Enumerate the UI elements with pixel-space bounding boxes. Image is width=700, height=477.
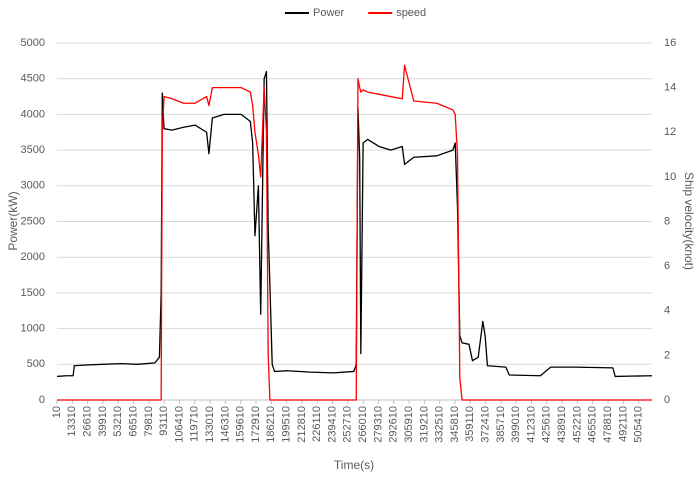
y2-tick-label: 12	[664, 126, 676, 138]
x-tick-label: 159610	[235, 406, 247, 443]
y-tick-label: 2000	[21, 251, 45, 263]
x-tick-label: 252710	[342, 406, 354, 443]
series-line	[56, 70, 653, 378]
x-tick-label: 39910	[97, 406, 109, 437]
x-tick-label: 505410	[633, 406, 645, 443]
x-tick-label: 172910	[250, 406, 262, 443]
y-tick-label: 4000	[21, 108, 45, 120]
x-tick-label: 492110	[617, 406, 629, 442]
y-tick-label: 4500	[21, 73, 45, 85]
y-tick-label: 3500	[21, 144, 45, 156]
x-tick-label: 279310	[372, 406, 384, 443]
x-tick-label: 292610	[388, 406, 400, 443]
x-tick-label: 239410	[326, 406, 338, 443]
y2-axis-title: Ship velocity(knot)	[682, 172, 696, 270]
x-tick-label: 66510	[127, 406, 139, 437]
x-tick-label: 452210	[571, 406, 583, 443]
y-tick-label: 500	[27, 358, 45, 370]
x-tick-label: 385710	[495, 406, 507, 443]
y-tick-label: 5000	[21, 37, 45, 49]
y-tick-label: 1500	[21, 287, 45, 299]
x-tick-label: 10	[51, 406, 63, 418]
y-tick-label: 0	[39, 394, 45, 406]
x-tick-label: 372410	[480, 406, 492, 443]
x-tick-label: 305910	[403, 406, 415, 443]
y-axis-title: Power(kW)	[6, 191, 20, 250]
series-line	[57, 64, 652, 401]
y2-tick-label: 0	[664, 394, 670, 406]
x-tick-label: 119710	[189, 406, 201, 442]
legend-label: speed	[396, 7, 426, 19]
x-tick-label: 13310	[66, 406, 78, 437]
x-tick-label: 332510	[434, 406, 446, 443]
x-tick-label: 79810	[143, 406, 155, 437]
legend-label: Power	[313, 7, 345, 19]
x-tick-label: 399010	[510, 406, 522, 443]
x-tick-label: 412310	[525, 406, 537, 443]
y-tick-label: 3000	[21, 180, 45, 192]
x-tick-label: 106410	[173, 406, 185, 443]
x-tick-label: 53210	[112, 406, 124, 437]
x-tick-label: 93110	[158, 406, 170, 436]
x-axis-title: Time(s)	[334, 458, 374, 472]
x-tick-label: 319210	[418, 406, 430, 443]
y2-tick-label: 16	[664, 37, 676, 49]
y2-tick-label: 2	[664, 349, 670, 361]
y-tick-label: 2500	[21, 215, 45, 227]
y2-tick-label: 10	[664, 171, 676, 183]
y2-tick-label: 8	[664, 215, 670, 227]
x-tick-label: 478810	[602, 406, 614, 443]
y2-tick-label: 6	[664, 260, 670, 272]
y2-tick-label: 4	[664, 305, 670, 317]
x-tick-label: 438910	[556, 406, 568, 443]
y-tick-label: 1000	[21, 323, 45, 335]
x-tick-label: 186210	[265, 406, 277, 443]
x-tick-label: 146310	[219, 406, 231, 443]
x-tick-label: 199510	[281, 406, 293, 443]
x-tick-label: 425610	[541, 406, 553, 443]
x-tick-label: 266010	[357, 406, 369, 443]
x-tick-label: 345810	[449, 406, 461, 443]
y2-tick-label: 14	[664, 82, 676, 94]
x-tick-label: 359110	[464, 406, 476, 442]
x-tick-label: 465510	[587, 406, 599, 443]
x-tick-label: 226110	[311, 406, 323, 442]
x-tick-label: 26610	[82, 406, 94, 437]
x-tick-label: 133010	[204, 406, 216, 443]
x-tick-label: 212810	[296, 406, 308, 443]
